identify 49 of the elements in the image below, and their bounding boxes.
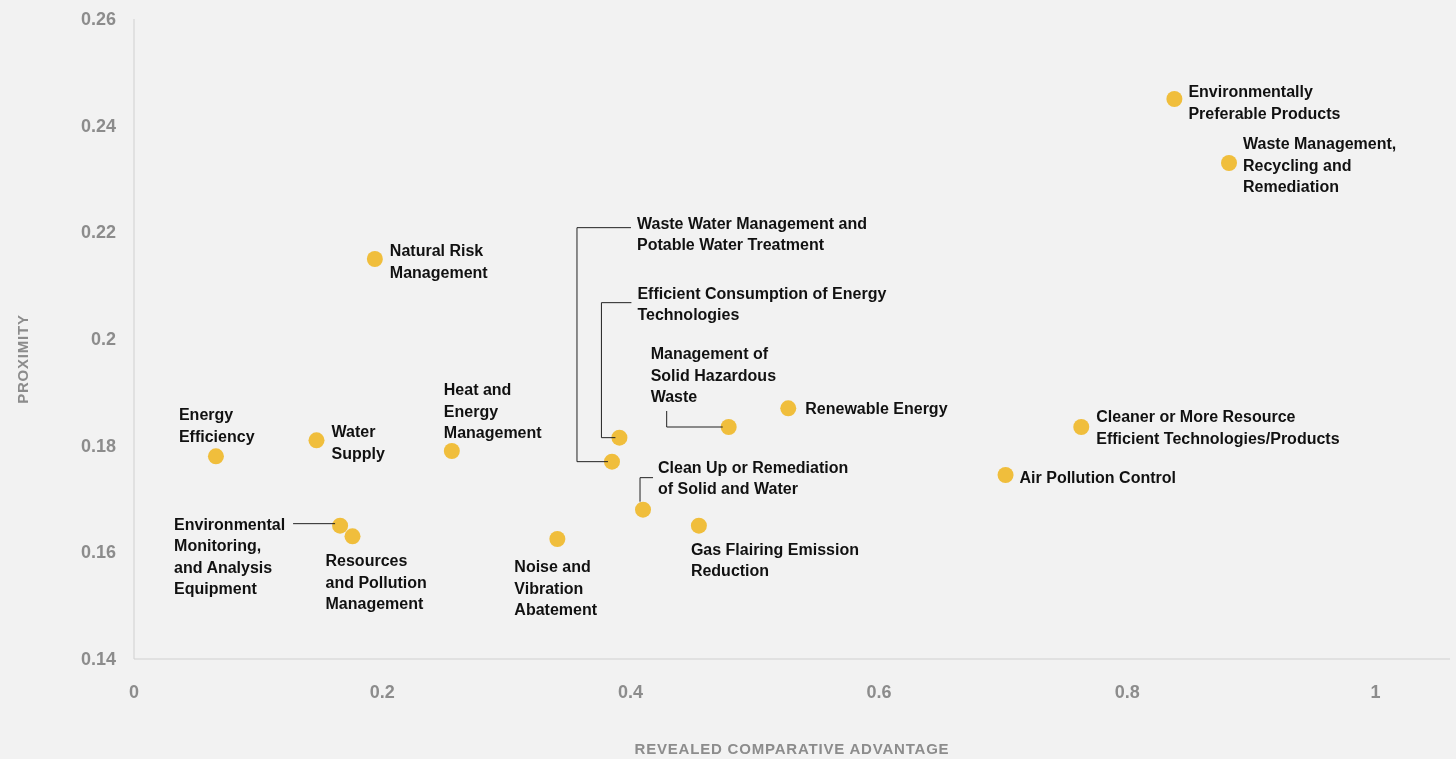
annotation: Resources and Pollution Management <box>325 551 427 612</box>
annotation: Air Pollution Control <box>1019 468 1176 486</box>
annotation: Natural Risk Management <box>389 241 489 280</box>
point <box>366 251 383 267</box>
point <box>611 429 628 446</box>
annotation: Water Supply <box>331 422 385 462</box>
x-tick-label: 0.4 <box>618 682 644 702</box>
point <box>332 517 349 534</box>
y-axis-title: PROXIMITY <box>13 314 31 404</box>
point <box>997 467 1014 483</box>
y-tick-label: 0.22 <box>80 222 116 243</box>
annotation: Energy Efficiency <box>178 405 255 445</box>
x-tick-label: 1 <box>1370 682 1381 702</box>
y-tick-label: 0.24 <box>80 115 116 136</box>
annotation: Waste Management, Recycling and Remediation <box>1243 134 1397 195</box>
point <box>780 400 797 417</box>
x-tick-label: 0.8 <box>1114 682 1140 702</box>
annotation: Clean Up or Remediation of Solid and Water <box>658 458 849 497</box>
y-tick-label: 0.26 <box>80 9 116 29</box>
x-tick-label: 0 <box>128 682 140 702</box>
annotation: Environmentally Preferable Products <box>1188 82 1341 121</box>
annotation: Management of Solid Hazardous Waste <box>650 344 777 405</box>
point <box>549 531 566 547</box>
annotation: Cleaner or More Resource Efficient Technologies/Products <box>1096 407 1340 446</box>
annotation: Waste Water Management and Potable Water Treatment <box>636 214 867 253</box>
y-tick-label: 0.18 <box>80 435 116 456</box>
point <box>443 443 460 459</box>
x-axis-title: REVEALED COMPARATIVE ADVANTAGE <box>634 739 950 757</box>
point <box>603 453 620 470</box>
annotation: Environmental Monitoring, and Analysis Equipment <box>174 515 286 597</box>
annotation: Gas Flairing Emission Reduction <box>690 540 859 579</box>
y-tick-label: 0.14 <box>80 649 116 669</box>
point <box>1166 91 1183 107</box>
x-tick-label: 0.6 <box>866 682 892 702</box>
annotation: Efficient Consumption of Energy Technologies <box>637 284 887 323</box>
point <box>344 528 361 545</box>
point <box>720 419 737 435</box>
x-tick-label: 0.2 <box>369 682 395 702</box>
point <box>635 501 652 518</box>
point <box>1073 419 1090 435</box>
annotation: Renewable Energy <box>805 399 948 417</box>
point <box>308 432 325 449</box>
point <box>207 448 224 465</box>
annotation: Noise and Vibration Abatement <box>514 557 598 618</box>
point <box>690 517 707 534</box>
point <box>1221 155 1238 171</box>
y-tick-label: 0.16 <box>80 542 116 563</box>
y-tick-label: 0.2 <box>90 329 116 349</box>
annotation: Heat and Energy Management <box>443 380 543 441</box>
